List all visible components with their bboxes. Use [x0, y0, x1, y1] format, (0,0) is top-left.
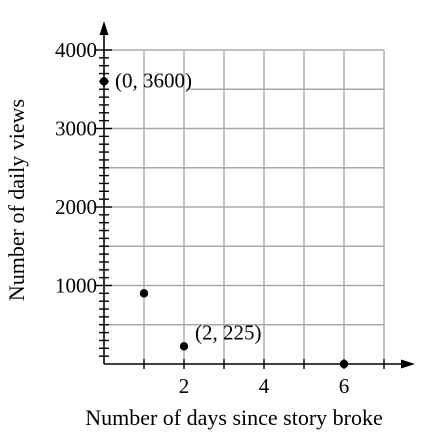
tick-labels: 1000 2000 3000 4000 2 4 6: [55, 38, 349, 398]
grid-lines: [104, 49, 385, 364]
data-point: [179, 342, 189, 351]
x-axis-title: Number of days since story broke: [85, 405, 383, 430]
y-tick-label: 1000: [55, 274, 97, 298]
y-tick-label: 3000: [55, 117, 97, 141]
y-axis-title: Number of daily views: [4, 99, 29, 301]
data-points: [99, 77, 349, 369]
data-point: [339, 359, 349, 369]
data-point: [139, 289, 149, 298]
data-point-label: (2, 225): [195, 320, 262, 344]
x-tick-label: 6: [339, 374, 350, 398]
y-axis-arrowhead: [99, 21, 109, 35]
x-tick-label: 2: [179, 374, 190, 398]
x-axis-arrowhead: [401, 359, 415, 369]
axis-ticks: [96, 49, 385, 369]
y-tick-label: 2000: [55, 195, 97, 219]
y-tick-label: 4000: [55, 38, 97, 62]
point-labels: (0, 3600) (2, 225): [115, 68, 262, 344]
x-tick-label: 4: [259, 374, 270, 398]
data-point-label: (0, 3600): [115, 68, 192, 92]
data-point: [99, 77, 109, 86]
